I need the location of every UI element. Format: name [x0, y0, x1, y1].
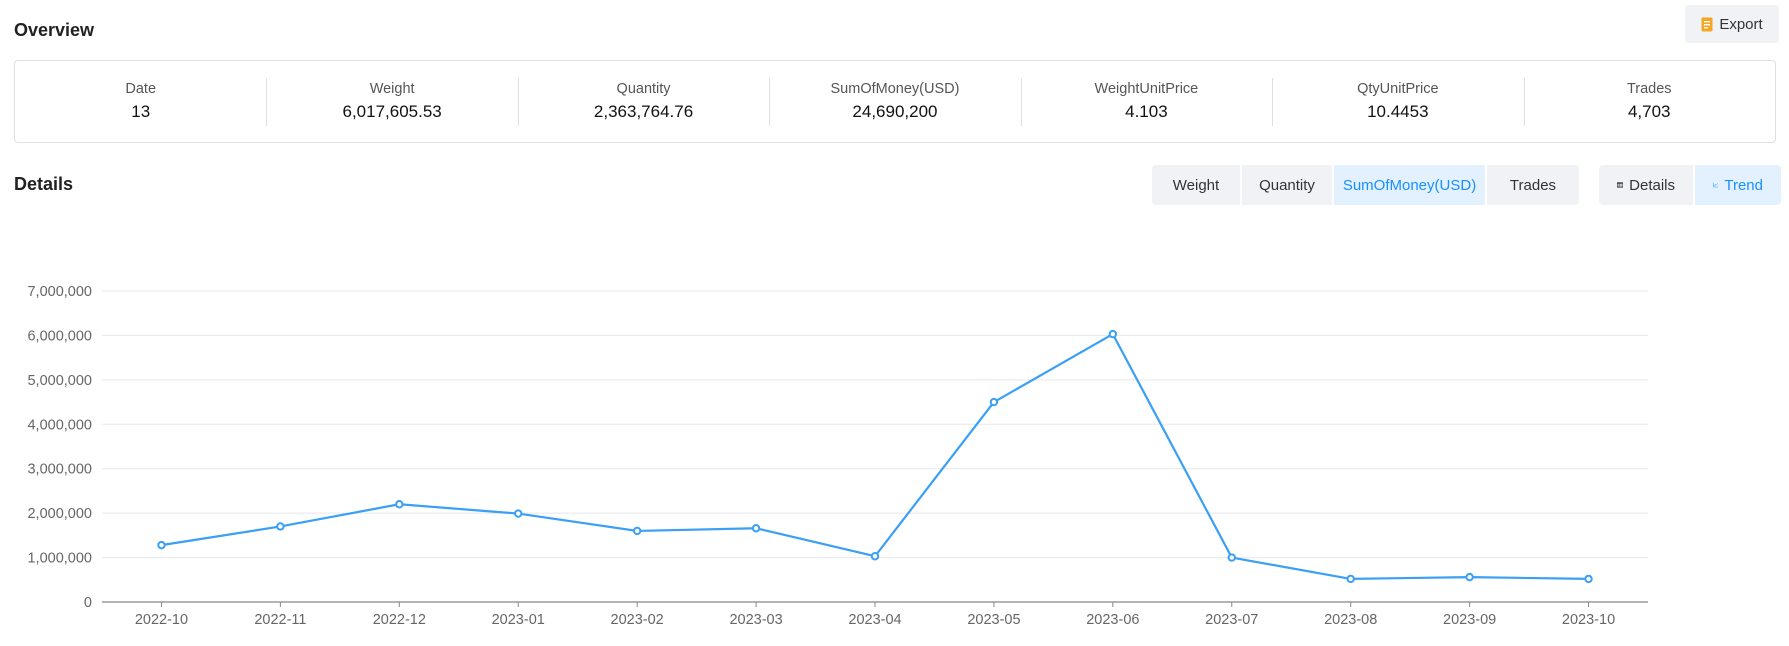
- stat-value: 10.4453: [1367, 102, 1429, 121]
- stat-qty-unit-price: QtyUnitPrice 10.4453: [1272, 77, 1523, 126]
- chart-series: [157, 329, 1593, 584]
- stat-sum-of-money: SumOfMoney(USD) 24,690,200: [769, 77, 1020, 126]
- stat-date: Date 13: [15, 78, 266, 126]
- y-tick-label: 0: [84, 595, 92, 611]
- overview-title: Overview: [14, 20, 95, 40]
- data-point: [1584, 574, 1593, 584]
- y-tick-label: 7,000,000: [27, 284, 92, 300]
- data-point: [870, 552, 880, 561]
- data-point: [632, 526, 642, 536]
- tab-details-label: Details: [1629, 176, 1675, 194]
- x-tick-label: 2022-10: [135, 612, 188, 628]
- data-point: [989, 397, 999, 407]
- data-point: [157, 540, 166, 550]
- details-title: Details: [14, 174, 74, 194]
- tab-trend[interactable]: Trend: [1695, 165, 1781, 205]
- data-point: [1227, 553, 1236, 562]
- stat-label: WeightUnitPrice: [1094, 81, 1199, 97]
- stat-value: 4,703: [1627, 102, 1671, 121]
- stat-weight: Weight 6,017,605.53: [266, 77, 517, 126]
- data-point: [1465, 572, 1474, 582]
- tab-trades[interactable]: Trades: [1509, 176, 1557, 194]
- x-tick-label: 2023-09: [1443, 612, 1496, 628]
- x-tick-label: 2023-05: [967, 612, 1020, 628]
- data-point: [1108, 329, 1118, 339]
- stat-value: 4.103: [1125, 102, 1168, 121]
- data-point: [1346, 574, 1355, 584]
- tab-sum-of-money[interactable]: SumOfMoney(USD): [1334, 165, 1487, 205]
- stat-value: 13: [131, 102, 151, 121]
- x-tick-label: 2023-07: [1205, 612, 1258, 628]
- trend-chart: 0 1,000,000 2,000,000 3,000,000 4,000,000 5,0…: [27, 284, 1648, 628]
- metric-tabs: Weight Quantity SumOfMoney(USD) Trades: [1152, 165, 1579, 205]
- series-line: [161, 332, 1589, 580]
- x-tick-label: 2022-11: [254, 612, 306, 628]
- x-tick-label: 2023-10: [1562, 612, 1615, 628]
- data-point: [395, 500, 404, 509]
- data-point: [751, 524, 761, 533]
- x-tick-label: 2022-12: [373, 612, 426, 628]
- stat-value: 24,690,200: [852, 102, 938, 121]
- y-tick-label: 4,000,000: [27, 417, 92, 433]
- y-tick-label: 2,000,000: [27, 506, 92, 522]
- chart-axes: 0 1,000,000 2,000,000 3,000,000 4,000,000 5,0…: [27, 284, 1648, 628]
- tab-quantity[interactable]: Quantity: [1242, 165, 1334, 205]
- export-label: Export: [1719, 15, 1763, 33]
- y-tick-label: 6,000,000: [27, 328, 92, 344]
- stat-value: 6,017,605.53: [342, 102, 442, 121]
- stat-label: Weight: [369, 81, 415, 97]
- export-button[interactable]: Export: [1685, 5, 1779, 43]
- stat-label: Date: [125, 81, 157, 97]
- x-tick-label: 2023-04: [848, 612, 901, 628]
- view-tabs: Details Trend: [1599, 165, 1781, 205]
- stat-label: Quantity: [616, 81, 671, 97]
- data-point: [276, 522, 285, 531]
- line-chart-icon: [1713, 182, 1719, 188]
- x-tick-label: 2023-06: [1086, 612, 1139, 628]
- stat-label: QtyUnitPrice: [1357, 81, 1439, 97]
- stat-trades: Trades 4,703: [1523, 77, 1775, 126]
- tab-trend-label: Trend: [1724, 176, 1763, 194]
- x-tick-label: 2023-03: [729, 612, 782, 628]
- x-tick-label: 2023-08: [1324, 612, 1377, 628]
- x-tick-label: 2023-01: [492, 612, 545, 628]
- stat-weight-unit-price: WeightUnitPrice 4.103: [1020, 77, 1272, 126]
- stat-label: Trades: [1626, 81, 1672, 97]
- table-icon: [1617, 182, 1624, 188]
- x-tick-label: 2023-02: [611, 612, 664, 628]
- export-icon: [1701, 17, 1713, 31]
- y-tick-label: 3,000,000: [27, 462, 92, 478]
- tab-weight[interactable]: Weight: [1152, 165, 1242, 205]
- overview-stats: Date 13 Weight 6,017,605.53 Quantity 2,3…: [14, 60, 1776, 143]
- y-tick-label: 5,000,000: [27, 373, 92, 389]
- chart-grid: [102, 290, 1648, 559]
- y-tick-label: 1,000,000: [27, 551, 92, 567]
- data-point: [514, 509, 523, 518]
- stat-quantity: Quantity 2,363,764.76: [517, 77, 769, 126]
- stat-label: SumOfMoney(USD): [830, 81, 960, 97]
- stat-value: 2,363,764.76: [593, 102, 694, 121]
- tab-details[interactable]: Details: [1599, 165, 1695, 205]
